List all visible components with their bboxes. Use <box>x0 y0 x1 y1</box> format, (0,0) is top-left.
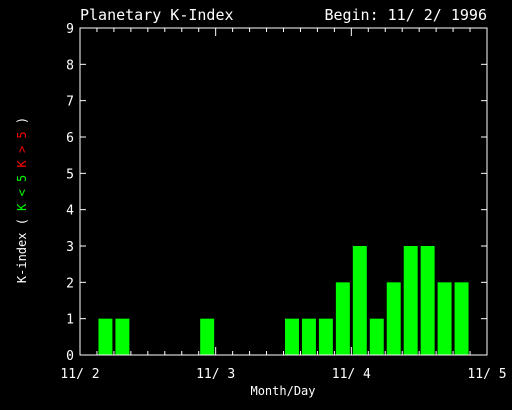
y-axis-label-part: K > 5 <box>15 131 29 174</box>
y-axis-label: K-index ( K < 5 K > 5 ) <box>15 117 29 283</box>
k-index-bar <box>301 318 316 355</box>
x-tick-label: 11/ 5 <box>467 367 506 382</box>
y-tick-label: 7 <box>66 95 74 110</box>
k-index-bar <box>200 318 215 355</box>
x-axis-label: Month/Day <box>250 384 315 398</box>
k-index-bar <box>454 282 469 355</box>
x-tick-label: 11/ 4 <box>332 367 371 382</box>
k-index-bar <box>386 282 401 355</box>
y-tick-label: 4 <box>66 204 74 219</box>
chart-title: Planetary K-Index <box>80 6 234 24</box>
k-index-bar <box>352 246 367 355</box>
k-index-bar <box>437 282 452 355</box>
y-tick-label: 8 <box>66 58 74 73</box>
y-tick-label: 3 <box>66 240 74 255</box>
y-axis-label-part: ) <box>15 117 29 131</box>
y-tick-label: 5 <box>66 167 74 182</box>
plot-area: 0 1 2 3 4 5 6 7 8 9 11/ 2 11/ 3 11/ 4 11/ 5 <box>60 22 506 382</box>
k-index-bar <box>98 318 113 355</box>
x-tick-label: 11/ 3 <box>196 367 235 382</box>
x-tick-label: 11/ 2 <box>60 367 99 382</box>
k-index-bar <box>403 246 418 355</box>
y-axis-label-part: K-index <box>15 233 29 284</box>
k-index-bar <box>420 246 435 355</box>
y-tick-label: 0 <box>66 349 74 364</box>
k-index-bar <box>335 282 350 355</box>
y-axis-label-part: ( <box>15 218 29 232</box>
k-index-bar <box>285 318 299 355</box>
begin-date-label: Begin: 11/ 2/ 1996 <box>324 6 487 24</box>
k-index-bar <box>115 318 130 355</box>
y-tick-label: 1 <box>66 313 74 328</box>
y-tick-label: 2 <box>66 276 74 291</box>
k-index-bar <box>369 318 384 355</box>
y-tick-label: 9 <box>66 22 74 37</box>
y-tick-label: 6 <box>66 131 74 146</box>
y-axis-label-part: K < 5 <box>15 175 29 218</box>
k-index-bar <box>318 318 333 355</box>
